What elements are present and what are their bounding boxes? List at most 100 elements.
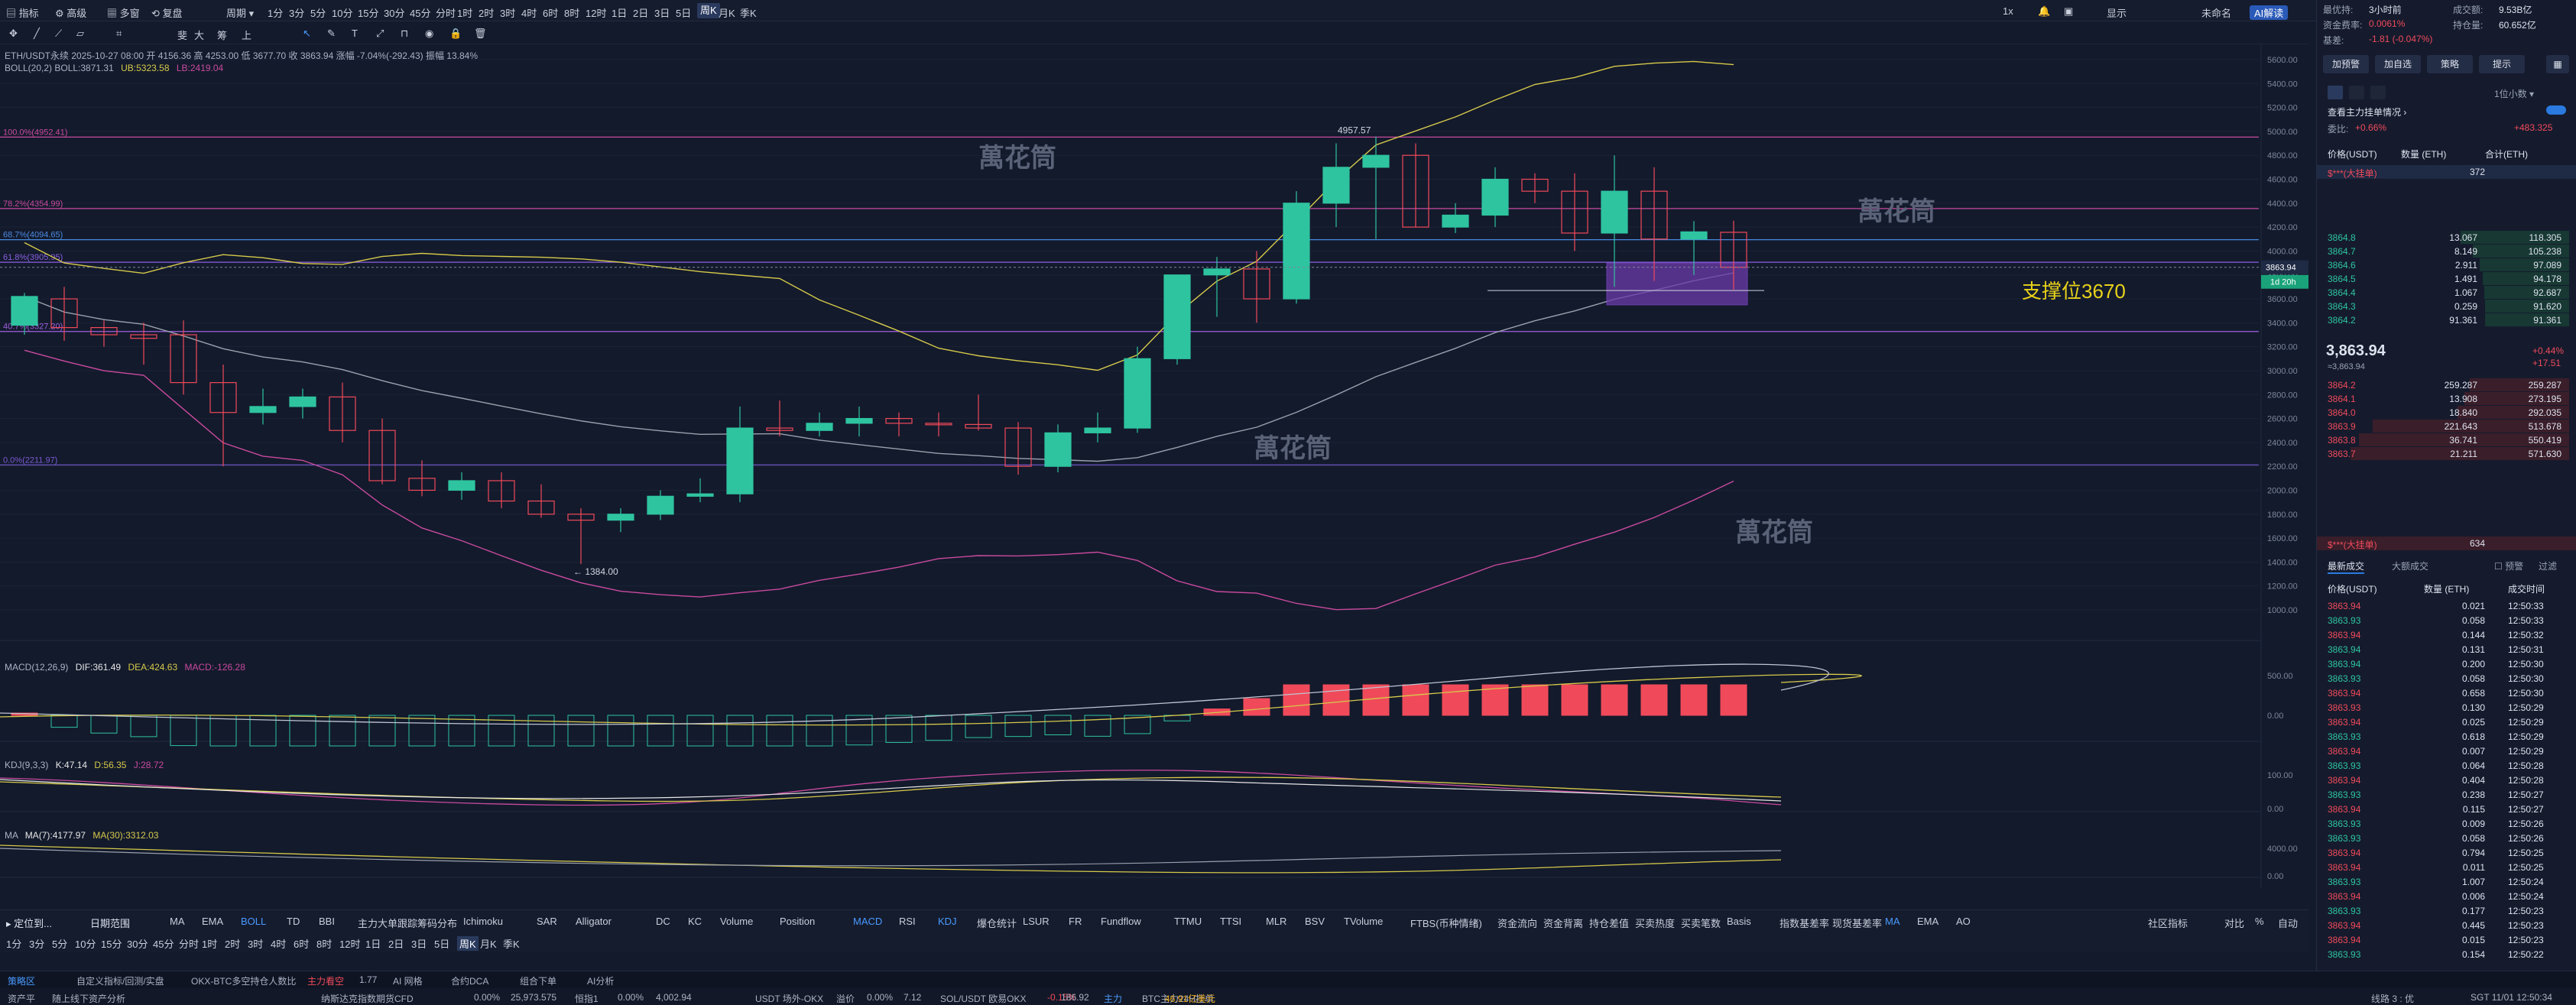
indicator-10[interactable]: DC xyxy=(656,916,670,927)
indicator-19[interactable]: FR xyxy=(1069,916,1082,927)
magnet-icon[interactable]: ⊓ xyxy=(401,28,409,39)
bell-icon[interactable]: 🔔 xyxy=(2038,5,2051,17)
indicator-29[interactable]: 持仓差值 xyxy=(1589,918,1630,929)
status-tab-3[interactable]: 主力看空 xyxy=(307,976,345,987)
indicator-33[interactable]: 指数基差率 xyxy=(1780,918,1830,929)
indicator-7[interactable]: Ichimoku xyxy=(463,916,504,927)
period-quick-8[interactable]: 1时 xyxy=(202,939,218,950)
period-tab-11[interactable]: 4时 xyxy=(521,8,537,19)
tick-size-dropdown[interactable]: 1位小数 ▾ xyxy=(2494,89,2535,99)
period-quick-2[interactable]: 5分 xyxy=(52,939,68,950)
period-tab-3[interactable]: 10分 xyxy=(332,8,353,19)
period-tab-20[interactable]: 月K xyxy=(719,8,735,19)
period-quick-11[interactable]: 4时 xyxy=(271,939,287,950)
period-quick-9[interactable]: 2时 xyxy=(225,939,241,950)
pen-icon[interactable]: ✎ xyxy=(327,28,336,39)
indicator-13[interactable]: Position xyxy=(780,916,816,927)
period-quick-6[interactable]: 45分 xyxy=(153,939,174,950)
period-tab-14[interactable]: 12时 xyxy=(586,8,607,19)
date-range-button[interactable]: 日期范围 xyxy=(90,918,131,929)
period-quick-3[interactable]: 10分 xyxy=(75,939,96,950)
indicator-28[interactable]: 资金背离 xyxy=(1543,918,1584,929)
indicator-6[interactable]: 筹码分布 xyxy=(417,918,458,929)
period-quick-20[interactable]: 月K xyxy=(480,939,497,950)
ask-price[interactable]: 3864.3 xyxy=(2328,301,2356,312)
text-icon[interactable]: T xyxy=(352,28,358,39)
period-quick-17[interactable]: 3日 xyxy=(411,939,427,950)
display-button[interactable]: 显示 xyxy=(2107,8,2127,19)
period-dropdown[interactable]: 周期 ▾ xyxy=(226,8,255,19)
status-tab-2[interactable]: OKX-BTC多空持仓人数比 xyxy=(191,976,297,987)
bid-price[interactable]: 3863.8 xyxy=(2328,435,2356,446)
fib-icon[interactable]: ⌗ xyxy=(116,28,122,39)
cursor-icon[interactable]: ↖ xyxy=(303,28,311,39)
indicator-36[interactable]: EMA xyxy=(1917,916,1939,927)
indicator-20[interactable]: Fundflow xyxy=(1101,916,1141,927)
indicator-25[interactable]: TVolume xyxy=(1344,916,1384,927)
indicator-3[interactable]: TD xyxy=(287,916,300,927)
ray-icon[interactable]: ⟋ xyxy=(55,28,63,39)
period-tab-0[interactable]: 1分 xyxy=(268,8,284,19)
community-indicator[interactable]: 社区指标 xyxy=(2148,918,2188,929)
period-quick-19[interactable]: 周K xyxy=(457,936,479,951)
period-tab-6[interactable]: 45分 xyxy=(410,8,431,19)
period-tab-21[interactable]: 季K xyxy=(740,8,757,19)
filter-button[interactable]: 过滤 xyxy=(2539,561,2558,572)
period-quick-0[interactable]: 1分 xyxy=(6,939,22,950)
period-tab-1[interactable]: 3分 xyxy=(289,8,305,19)
indicator-button[interactable]: ▤ 指标 xyxy=(6,8,39,19)
indicator-9[interactable]: Alligator xyxy=(576,916,612,927)
indicator-15[interactable]: RSI xyxy=(899,916,916,927)
crosshair-icon[interactable]: ✥ xyxy=(9,28,18,39)
period-tab-5[interactable]: 30分 xyxy=(384,8,405,19)
indicator-16[interactable]: KDJ xyxy=(938,916,957,927)
ask-price[interactable]: 3864.8 xyxy=(2328,232,2356,243)
period-quick-10[interactable]: 3时 xyxy=(248,939,264,950)
chip-tool[interactable]: 筹 xyxy=(217,30,228,41)
bid-price[interactable]: 3864.2 xyxy=(2328,380,2356,391)
indicator-24[interactable]: BSV xyxy=(1305,916,1325,927)
period-tab-19[interactable]: 周K xyxy=(697,3,720,18)
period-quick-16[interactable]: 2日 xyxy=(388,939,404,950)
indicator-30[interactable]: 买卖热度 xyxy=(1635,918,1676,929)
channel-icon[interactable]: ▱ xyxy=(76,28,84,39)
status-tab-6[interactable]: 合约DCA xyxy=(451,976,489,987)
bid-price[interactable]: 3864.1 xyxy=(2328,394,2356,404)
period-tab-13[interactable]: 8时 xyxy=(564,8,580,19)
period-quick-13[interactable]: 8时 xyxy=(316,939,333,950)
period-quick-12[interactable]: 6时 xyxy=(294,939,310,950)
fib-tool[interactable]: 斐 xyxy=(177,30,188,41)
indicator-34[interactable]: 现货基差率 xyxy=(1832,918,1883,929)
indicator-5[interactable]: 主力大单跟踪 xyxy=(358,918,418,929)
depth-mode-icon[interactable] xyxy=(2370,86,2386,99)
tab-latest-trades[interactable]: 最新成交 xyxy=(2328,559,2365,574)
ask-price[interactable]: 3864.5 xyxy=(2328,274,2356,284)
replay-button[interactable]: ⟲ 复盘 xyxy=(151,8,183,19)
ask-price[interactable]: 3864.7 xyxy=(2328,246,2356,257)
period-tab-18[interactable]: 5日 xyxy=(676,8,692,19)
compare-button[interactable]: 对比 xyxy=(2224,918,2245,929)
indicator-1[interactable]: EMA xyxy=(202,916,224,927)
auto-button[interactable]: 自动 xyxy=(2278,918,2299,929)
sidebar-toggle-icon[interactable]: ▦ xyxy=(2546,55,2569,73)
action-button-3[interactable]: 提示 xyxy=(2479,55,2525,73)
indicator-31[interactable]: 买卖笔数 xyxy=(1681,918,1721,929)
period-tab-2[interactable]: 5分 xyxy=(310,8,326,19)
indicator-17[interactable]: 爆仓统计 xyxy=(977,918,1017,929)
indicator-8[interactable]: SAR xyxy=(537,916,557,927)
big-order-tool[interactable]: 大 xyxy=(194,30,205,41)
indicator-23[interactable]: MLR xyxy=(1266,916,1287,927)
indicator-18[interactable]: LSUR xyxy=(1023,916,1050,927)
warn-checkbox[interactable]: ☐ 预警 xyxy=(2494,561,2524,572)
measure-icon[interactable]: ⤢ xyxy=(376,28,384,39)
advanced-button[interactable]: ⚙ 高级 xyxy=(55,8,87,19)
status-tab-4[interactable]: 1.77 xyxy=(359,974,378,985)
indicator-14[interactable]: MACD xyxy=(853,916,883,927)
indicator-4[interactable]: BBI xyxy=(319,916,335,927)
period-tab-12[interactable]: 6时 xyxy=(543,8,559,19)
status-tab-1[interactable]: 自定义指标/回测/实盘 xyxy=(76,976,164,987)
ratio-button[interactable]: 1x xyxy=(2003,5,2013,17)
action-button-0[interactable]: 加预警 xyxy=(2323,55,2369,73)
main-force-link[interactable]: 查看主力挂单情况 › xyxy=(2328,107,2407,118)
up-tool[interactable]: 上 xyxy=(242,30,252,41)
